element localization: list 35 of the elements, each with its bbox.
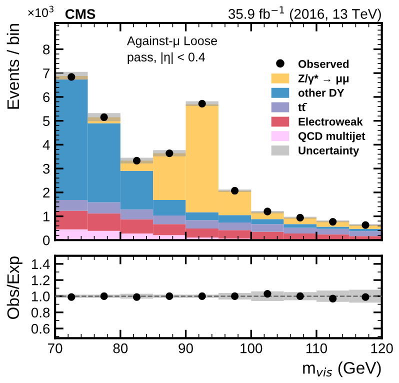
x-axis-title: m$_{vis}$ (GeV) [303, 362, 381, 378]
y-tick-label: 1.2 [32, 275, 50, 286]
y-tick-label: 6 [43, 92, 50, 102]
text: ×10$^{3}$ [28, 6, 54, 18]
y-tick-label: 0.8 [31, 308, 50, 318]
y-tick-label: 3 [43, 164, 50, 174]
y-tick-label: 5 [43, 116, 50, 126]
x-tick-label: 110 [306, 343, 328, 354]
x-tick-label: 100 [240, 343, 262, 354]
y-tick-label: 1 [44, 212, 50, 222]
legend-label: QCD multijet [298, 132, 366, 142]
legend-label: Electroweak [298, 117, 363, 126]
y-axis-title: Obs/Exp [6, 256, 22, 319]
y-tick-label: 1.0 [32, 292, 50, 302]
x-tick-label: 70 [48, 343, 62, 354]
x-tick-label: 80 [113, 343, 128, 354]
chart-title: CMS [65, 9, 96, 19]
legend-label: tt̄ [298, 103, 308, 112]
y-tick-label: 0.6 [31, 324, 50, 334]
legend-label: other DY [298, 88, 344, 97]
legend-label: Observed [298, 60, 349, 68]
y-tick-label: 7 [43, 68, 50, 78]
y-tick-label: 2 [43, 188, 50, 198]
annotation: Against-μ Loose [126, 36, 217, 48]
annotation: pass, |η| < 0.4 [128, 52, 206, 64]
y-tick-label: 8 [43, 44, 50, 54]
x-tick-label: 120 [371, 343, 393, 354]
legend-label: Uncertainty [298, 146, 360, 157]
y-axis-title: Events / bin [6, 24, 20, 109]
y-tick-label: 0 [43, 235, 50, 246]
y-tick-label: 1.4 [32, 259, 50, 269]
x-tick-label: 90 [178, 343, 193, 354]
y-tick-label: 4 [42, 140, 50, 150]
legend-label: Z/γ* → μμ [298, 74, 349, 85]
chart-subtitle: 35.9 fb$^{−1}$ (2016, 13 TeV) [228, 6, 381, 22]
